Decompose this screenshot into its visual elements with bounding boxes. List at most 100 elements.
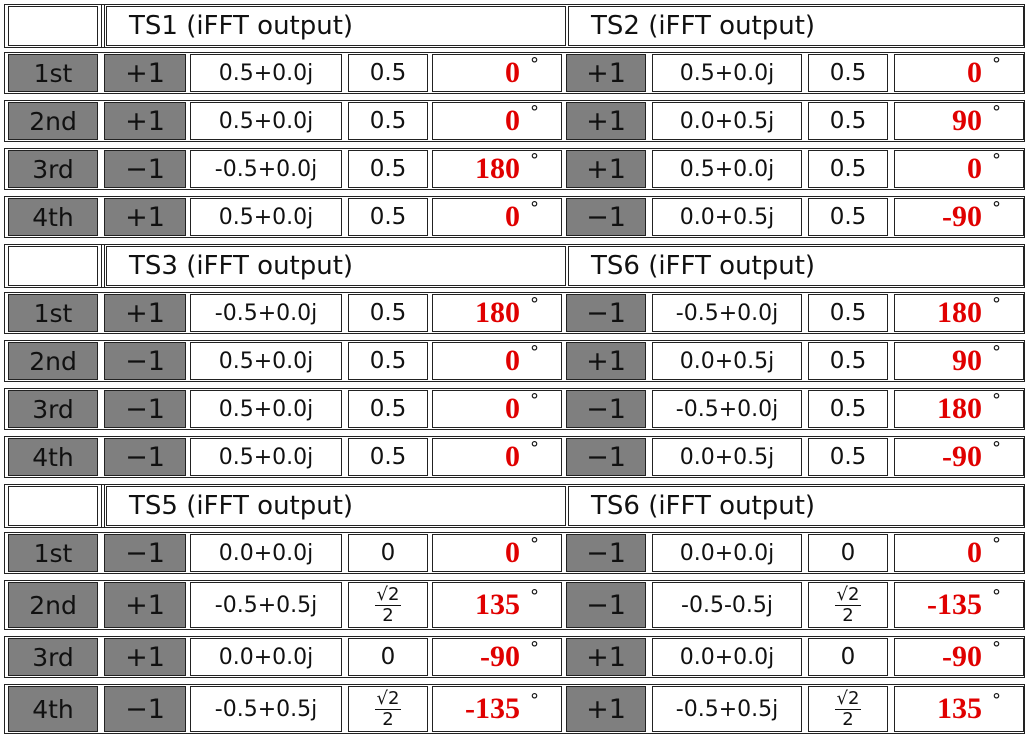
complex-value: 0.5+0.0j — [652, 54, 802, 92]
phase-angle: 0 — [505, 440, 520, 473]
block-title: TS2 (iFFT output) — [568, 6, 1024, 46]
phase-angle: 0 — [505, 56, 520, 89]
empty-cell — [8, 246, 98, 286]
phase: -135 ° — [894, 582, 1024, 628]
row-label: 3rd — [8, 638, 98, 676]
phase-angle: 180 — [475, 152, 520, 185]
magnitude: 0.5 — [348, 390, 428, 428]
complex-value: -0.5+0.0j — [190, 294, 342, 332]
table-row — [4, 340, 1025, 382]
degree-symbol: ° — [992, 53, 1001, 75]
table-row — [4, 52, 1025, 94]
complex-value: -0.5+0.5j — [190, 686, 342, 732]
complex-value: 0.0+0.0j — [190, 638, 342, 676]
complex-value: 0.0+0.0j — [652, 534, 802, 572]
table-row — [4, 636, 1025, 678]
degree-symbol: ° — [992, 149, 1001, 171]
magnitude: 0 — [348, 638, 428, 676]
phase-angle: 90 — [952, 344, 982, 377]
fraction: √2 2 — [374, 687, 402, 730]
numerator: √2 — [374, 687, 402, 710]
phase: -90 ° — [894, 198, 1024, 236]
sign: +1 — [566, 150, 646, 188]
complex-value: 0.5+0.0j — [652, 150, 802, 188]
row-label: 4th — [8, 198, 98, 236]
row-label: 1st — [8, 54, 98, 92]
magnitude: 0.5 — [348, 102, 428, 140]
row-label: 4th — [8, 438, 98, 476]
phase: 0 ° — [432, 534, 562, 572]
sign: +1 — [566, 54, 646, 92]
complex-value: 0.5+0.0j — [190, 390, 342, 428]
table-row — [4, 388, 1025, 430]
phase: 0 ° — [894, 150, 1024, 188]
complex-value: -0.5+0.5j — [190, 582, 342, 628]
phase: 135 ° — [432, 582, 562, 628]
degree-symbol: ° — [992, 533, 1001, 555]
phase-angle: 0 — [505, 104, 520, 137]
degree-symbol: ° — [530, 53, 539, 75]
sign: +1 — [566, 638, 646, 676]
complex-value: 0.5+0.0j — [190, 342, 342, 380]
complex-value: -0.5+0.0j — [652, 390, 802, 428]
phase-angle: -90 — [942, 640, 982, 673]
phase-angle: -90 — [942, 200, 982, 233]
complex-value: 0.0+0.5j — [652, 102, 802, 140]
complex-value: -0.5+0.5j — [652, 686, 802, 732]
table-row — [4, 148, 1025, 190]
phase: 180 ° — [894, 390, 1024, 428]
degree-symbol: ° — [992, 437, 1001, 459]
degree-symbol: ° — [992, 389, 1001, 411]
block-title: TS1 (iFFT output) — [106, 6, 566, 46]
magnitude: 0.5 — [348, 150, 428, 188]
degree-symbol: ° — [992, 585, 1001, 607]
sign: +1 — [104, 54, 186, 92]
complex-value: -0.5-0.5j — [652, 582, 802, 628]
magnitude: 0.5 — [348, 54, 428, 92]
complex-value: -0.5+0.0j — [190, 150, 342, 188]
sign: +1 — [104, 198, 186, 236]
phase-angle: -90 — [942, 440, 982, 473]
row-label: 2nd — [8, 342, 98, 380]
fraction: √2 2 — [834, 584, 862, 626]
denominator: 2 — [842, 604, 854, 626]
phase-angle: 0 — [505, 536, 520, 569]
phase-angle: 180 — [937, 296, 982, 329]
table-row — [4, 292, 1025, 334]
degree-symbol: ° — [530, 197, 539, 219]
row-label: 1st — [8, 294, 98, 332]
sign: −1 — [104, 150, 186, 188]
degree-symbol: ° — [530, 585, 539, 607]
header-row — [4, 4, 1025, 48]
phase-angle: 90 — [952, 104, 982, 137]
complex-value: 0.0+0.0j — [652, 638, 802, 676]
phase: 0 ° — [432, 438, 562, 476]
complex-value: 0.5+0.0j — [190, 438, 342, 476]
phase-angle: 0 — [967, 536, 982, 569]
magnitude: 0.5 — [808, 150, 888, 188]
degree-symbol: ° — [530, 293, 539, 315]
row-label: 2nd — [8, 102, 98, 140]
phase-angle: 180 — [937, 392, 982, 425]
sign: +1 — [104, 294, 186, 332]
phase: 0 ° — [432, 54, 562, 92]
sign: +1 — [104, 102, 186, 140]
magnitude: 0.5 — [348, 438, 428, 476]
sign: −1 — [566, 438, 646, 476]
block-title: TS6 (iFFT output) — [568, 246, 1024, 286]
phase-angle: 0 — [505, 200, 520, 233]
phase: -135 ° — [432, 686, 562, 732]
sign: −1 — [104, 390, 186, 428]
degree-symbol: ° — [530, 149, 539, 171]
sign: +1 — [104, 582, 186, 628]
phase: 0 ° — [894, 54, 1024, 92]
degree-symbol: ° — [530, 437, 539, 459]
sign: +1 — [566, 102, 646, 140]
phase-angle: 0 — [505, 344, 520, 377]
magnitude: 0.5 — [348, 294, 428, 332]
degree-symbol: ° — [530, 101, 539, 123]
header-row — [4, 484, 1025, 528]
degree-symbol: ° — [992, 689, 1001, 711]
phase: 180 ° — [894, 294, 1024, 332]
